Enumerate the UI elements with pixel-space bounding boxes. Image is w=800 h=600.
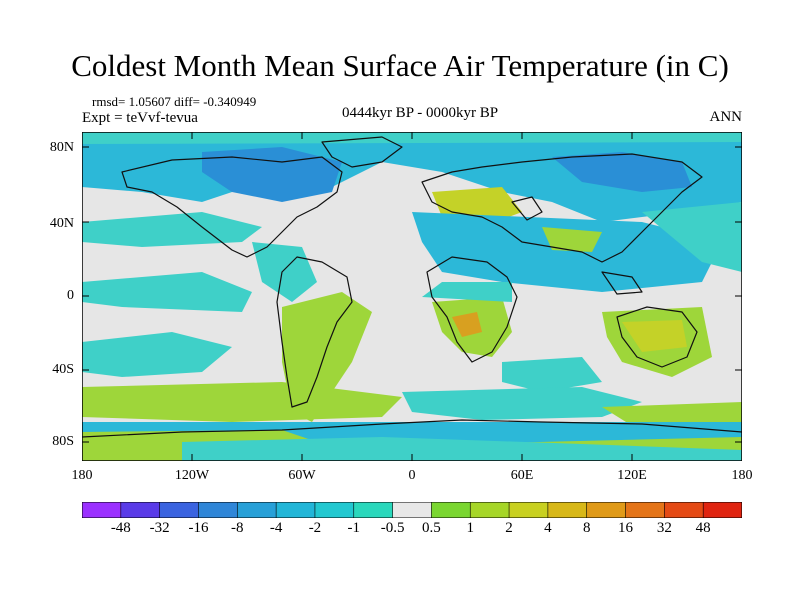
- colorbar-swatch: [508, 502, 549, 518]
- anomaly-fields: [82, 132, 742, 461]
- colorbar-label: -32: [149, 520, 170, 536]
- xtick-120w: 120W: [174, 468, 210, 483]
- colorbar-swatch: [431, 502, 472, 518]
- coastline: [321, 136, 403, 168]
- colorbar-swatch: [198, 502, 239, 518]
- xtick-0: 0: [408, 468, 416, 483]
- colorbar-swatch: [159, 502, 200, 518]
- colorbar-swatch: [664, 502, 704, 518]
- anomaly-patch: [452, 312, 482, 337]
- ytick-80s: 80S: [52, 434, 74, 449]
- colorbar-swatch: [236, 502, 277, 518]
- coastline: [421, 153, 703, 263]
- colorbar-label: -16: [188, 520, 209, 536]
- xtick-120e: 120E: [617, 468, 647, 483]
- coastline: [426, 256, 518, 363]
- colorbar-label: 2: [505, 520, 513, 536]
- colorbar-swatch: [469, 502, 510, 518]
- coastline: [276, 256, 353, 408]
- anomaly-patch: [252, 242, 317, 302]
- temperature-map: [82, 132, 742, 461]
- anomaly-patch: [82, 332, 232, 377]
- experiment-label: Expt = teVvf-tevua: [82, 110, 198, 126]
- anomaly-patch: [622, 320, 687, 352]
- anomaly-patch: [502, 357, 602, 392]
- colorbar-label: 4: [544, 520, 552, 536]
- colorbar-swatch: [702, 502, 742, 518]
- colorbar-swatch: [392, 502, 433, 518]
- anomaly-patch: [82, 382, 402, 422]
- ytick-40n: 40N: [49, 216, 74, 231]
- colorbar-swatch: [314, 502, 355, 518]
- period-label: 0444kyr BP - 0000kyr BP: [341, 105, 499, 121]
- anomaly-patch: [552, 152, 692, 192]
- anomaly-patch: [182, 437, 742, 461]
- map-panel: [82, 132, 742, 461]
- colorbar-label: 1: [466, 520, 474, 536]
- anomaly-patch: [82, 272, 252, 312]
- anomaly-patch: [542, 227, 602, 252]
- ytick-0: 0: [67, 288, 74, 303]
- colorbar-label: 0.5: [422, 520, 441, 536]
- xtick-60e: 60E: [510, 468, 534, 483]
- anomaly-patch: [422, 282, 512, 302]
- colorbar-label: -4: [269, 520, 283, 536]
- coastline: [82, 419, 742, 438]
- colorbar: [82, 502, 742, 518]
- colorbar-swatch: [82, 502, 122, 518]
- colorbar-label: -48: [110, 520, 131, 536]
- map-ticks: [82, 132, 742, 461]
- colorbar-swatch: [586, 502, 627, 518]
- anomaly-patch: [412, 212, 722, 292]
- xtick-180e: 180: [731, 468, 753, 483]
- xtick-60w: 60W: [288, 468, 316, 483]
- xtick-180w: 180: [71, 468, 93, 483]
- colorbar-swatch: [353, 502, 394, 518]
- colorbar-label: 16: [618, 520, 634, 536]
- coastline: [121, 156, 343, 258]
- colorbar-label: 48: [695, 520, 711, 536]
- colorbar-label: -2: [308, 520, 322, 536]
- colorbar-label: -8: [231, 520, 244, 536]
- anomaly-patch: [642, 202, 742, 272]
- colorbar-swatch: [547, 502, 588, 518]
- coastlines: [82, 136, 742, 438]
- coastline: [511, 196, 543, 221]
- colorbar-swatch: [625, 502, 666, 518]
- colorbar-label: -1: [347, 520, 361, 536]
- map-title: Coldest Month Mean Surface Air Temperatu…: [71, 48, 729, 83]
- colorbar-swatch: [120, 502, 161, 518]
- coastline: [616, 306, 698, 368]
- season-label: ANN: [709, 109, 743, 125]
- colorbar-swatch: [275, 502, 316, 518]
- colorbar-label: 8: [582, 520, 591, 536]
- colorbar-label: -0.5: [380, 520, 405, 536]
- ytick-40s: 40S: [52, 362, 74, 377]
- ytick-80n: 80N: [49, 140, 74, 155]
- anomaly-patch: [402, 387, 642, 420]
- coastline: [601, 271, 643, 295]
- stats-text: rmsd= 1.05607 diff= -0.340949: [92, 94, 257, 109]
- colorbar-label: 32: [656, 520, 672, 536]
- anomaly-patch: [202, 147, 342, 202]
